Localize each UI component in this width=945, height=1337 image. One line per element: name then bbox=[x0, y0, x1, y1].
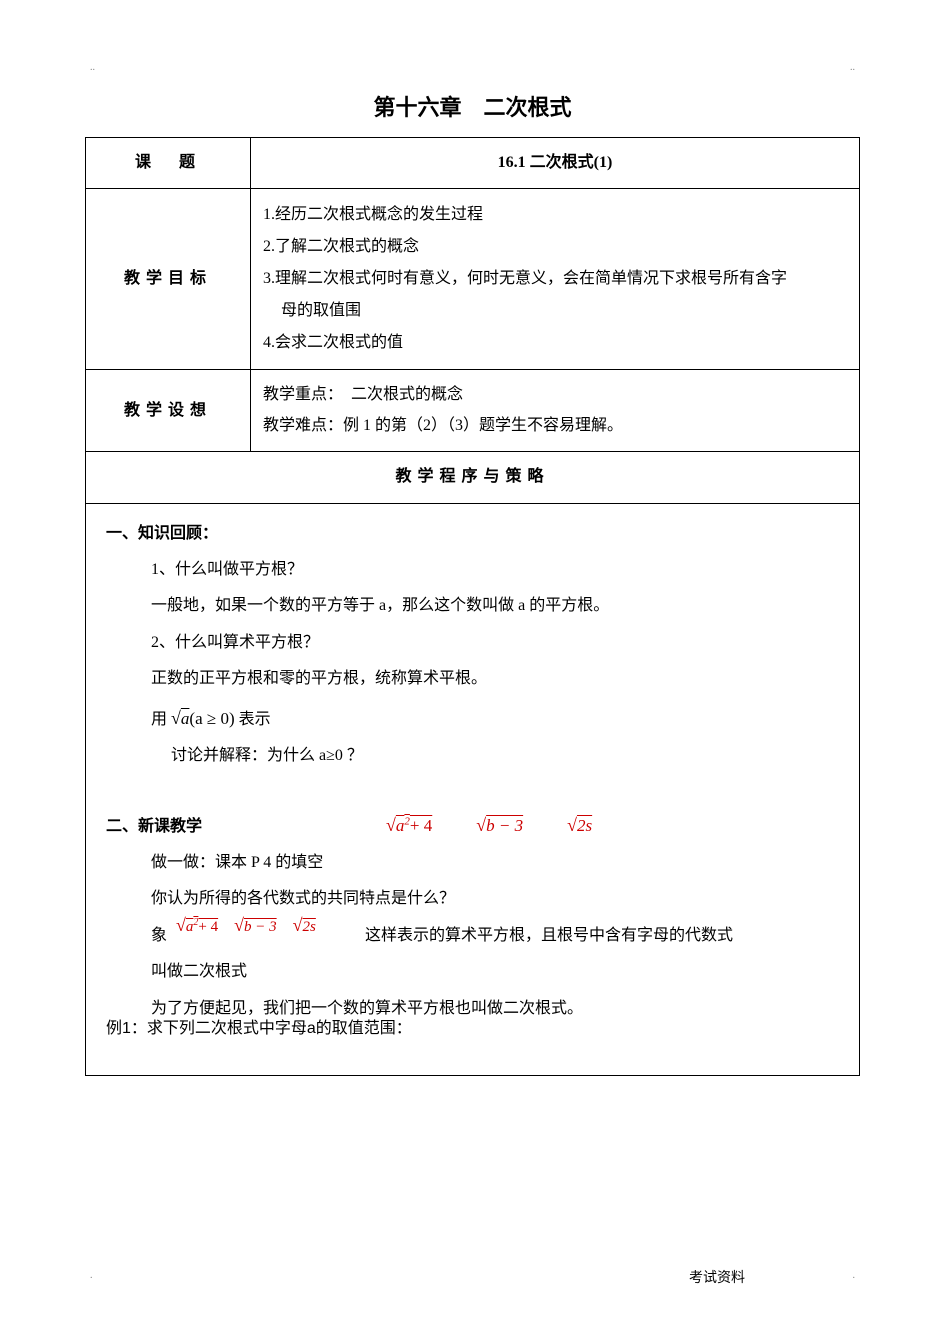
xiang-word: 象 bbox=[151, 927, 167, 944]
design-label: 教学设想 bbox=[86, 370, 251, 452]
expr2: √b − 3 bbox=[476, 816, 523, 835]
corner-mark-tr: .. bbox=[850, 62, 855, 73]
goal-3: 3.理解二次根式何时有意义，何时无意义，会在简单情况下求根号所有含字 bbox=[263, 263, 847, 295]
xiang-tail: 这样表示的算术平方根，且根号中含有字母的代数式 bbox=[365, 927, 733, 944]
goal-1: 1.经历二次根式概念的发生过程 bbox=[263, 199, 847, 231]
expr3: √2s bbox=[567, 816, 592, 835]
design-row: 教学设想 教学重点： 二次根式的概念 教学难点：例 1 的第（2）（3）题学生不… bbox=[86, 370, 860, 452]
goal-2: 2.了解二次根式的概念 bbox=[263, 231, 847, 263]
section-header-row: 教学程序与策略 bbox=[86, 452, 860, 503]
design-focus: 教学重点： 二次根式的概念 bbox=[263, 380, 847, 410]
chapter-title: 第十六章 二次根式 bbox=[85, 90, 860, 122]
footer-dot-left: . bbox=[90, 1270, 93, 1281]
section2-line: 二、新课教学 √a2+ 4 √b − 3 √2s bbox=[106, 808, 839, 842]
lesson-plan-table: 课 题 16.1 二次根式(1) 教学目标 1.经历二次根式概念的发生过程 2.… bbox=[85, 137, 860, 1076]
expr1: √a2+ 4 bbox=[386, 816, 432, 835]
design-difficulty: 教学难点：例 1 的第（2）（3）题学生不容易理解。 bbox=[263, 411, 847, 441]
definition: 叫做二次根式 bbox=[106, 957, 839, 987]
corner-mark-tl: .. bbox=[90, 62, 95, 73]
goals-content: 1.经历二次根式概念的发生过程 2.了解二次根式的概念 3.理解二次根式何时有意… bbox=[251, 189, 860, 370]
common-question: 你认为所得的各代数式的共同特点是什么？ √a2+ 4 √b − 3 √2s bbox=[106, 884, 839, 914]
topic-label: 课 题 bbox=[86, 138, 251, 189]
content-row: 一、知识回顾： 1、什么叫做平方根？ 一般地，如果一个数的平方等于 a，那么这个… bbox=[86, 503, 860, 1076]
expr3b: √2s bbox=[293, 919, 316, 935]
design-content: 教学重点： 二次根式的概念 教学难点：例 1 的第（2）（3）题学生不容易理解。 bbox=[251, 370, 860, 452]
a3-suffix: 表示 bbox=[239, 711, 271, 728]
section-header: 教学程序与策略 bbox=[86, 452, 860, 503]
q1: 1、什么叫做平方根？ bbox=[106, 555, 839, 585]
do-exercise: 做一做：课本 P 4 的填空 bbox=[106, 848, 839, 878]
sqrt-a-expr: √a(a ≥ 0) bbox=[171, 709, 235, 728]
section2-title: 二、新课教学 bbox=[106, 818, 202, 835]
expr1b: √a2+ 4 bbox=[176, 919, 218, 935]
math-expressions-row1: √a2+ 4 √b − 3 √2s bbox=[386, 808, 632, 842]
topic-value: 16.1 二次根式(1) bbox=[251, 138, 860, 189]
example1-title: 例1：求下列二次根式中字母a的取值范围： bbox=[106, 1014, 839, 1044]
a1: 一般地，如果一个数的平方等于 a，那么这个数叫做 a 的平方根。 bbox=[106, 591, 839, 621]
goals-row: 教学目标 1.经历二次根式概念的发生过程 2.了解二次根式的概念 3.理解二次根… bbox=[86, 189, 860, 370]
goal-4: 4.会求二次根式的值 bbox=[263, 327, 847, 359]
a3-prefix: 用 bbox=[151, 711, 167, 728]
goal-3b: 母的取值围 bbox=[263, 295, 847, 327]
expr2b: √b − 3 bbox=[234, 919, 277, 935]
section1-title: 一、知识回顾： bbox=[106, 519, 839, 549]
content-body: 一、知识回顾： 1、什么叫做平方根？ 一般地，如果一个数的平方等于 a，那么这个… bbox=[86, 503, 860, 1076]
a3: 用 √a(a ≥ 0) 表示 bbox=[106, 701, 839, 735]
discuss: 讨论并解释：为什么 a≥0 ？ bbox=[106, 741, 839, 771]
a2: 正数的正平方根和零的平方根，统称算术平根。 bbox=[106, 664, 839, 694]
q2: 2、什么叫算术平方根？ bbox=[106, 628, 839, 658]
goals-label: 教学目标 bbox=[86, 189, 251, 370]
math-expressions-row2: √a2+ 4 √b − 3 √2s bbox=[176, 908, 316, 942]
footer-dot-right: . bbox=[853, 1270, 856, 1281]
footer-text: 考试资料 bbox=[689, 1267, 745, 1287]
topic-row: 课 题 16.1 二次根式(1) bbox=[86, 138, 860, 189]
